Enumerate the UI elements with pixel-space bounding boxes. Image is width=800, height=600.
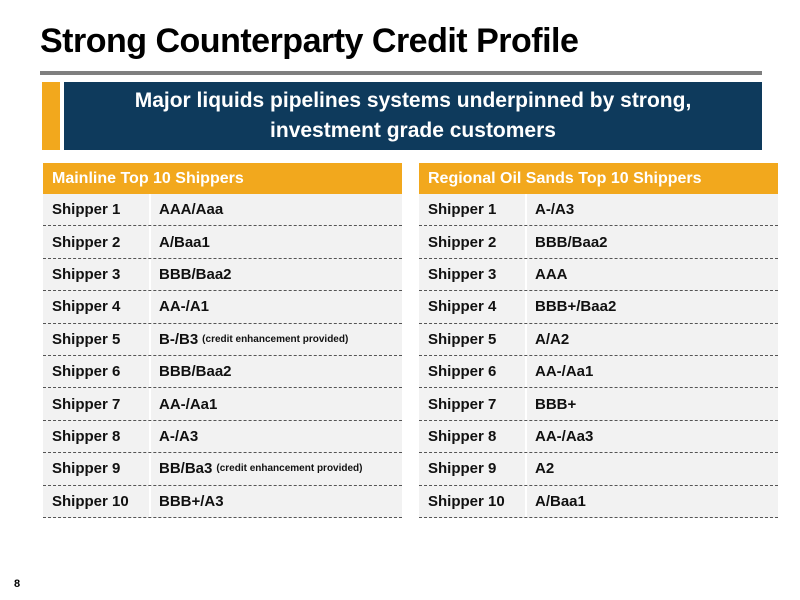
mainline-table-header: Mainline Top 10 Shippers [43,163,402,194]
credit-rating: A/A2 [535,330,570,348]
shipper-name: Shipper 2 [43,226,151,258]
table-row: Shipper 1 A-/A3 [419,194,778,227]
shipper-name: Shipper 8 [419,420,527,453]
table-row: Shipper 10 A/Baa1 [419,485,778,518]
credit-rating: BBB+/Baa2 [535,298,617,316]
credit-rating-cell: BBB+ [527,388,778,419]
shipper-name: Shipper 10 [419,485,527,517]
regional-oil-sands-shippers-table: Regional Oil Sands Top 10 Shippers Shipp… [419,163,778,518]
banner-line-2: investment grade customers [270,119,556,142]
banner-line-1: Major liquids pipelines systems underpin… [134,89,692,112]
credit-rating: B-/B3 [159,330,199,348]
credit-rating: A/Baa1 [535,492,586,510]
table-row: Shipper 6 BBB/Baa2 [43,355,402,389]
shipper-name: Shipper 6 [43,355,151,388]
shipper-name: Shipper 3 [43,258,151,291]
banner-text: Major liquids pipelines systems underpin… [73,86,753,146]
credit-rating: BBB/Baa2 [535,233,608,251]
shipper-name: Shipper 1 [43,194,151,226]
shipper-name: Shipper 6 [419,355,527,388]
table-row: Shipper 7 AA-/Aa1 [43,388,402,421]
shipper-name: Shipper 9 [43,453,151,485]
credit-rating: BB/Ba3 [159,460,213,478]
credit-rating: AA-/A1 [159,298,210,316]
credit-rating-cell: A2 [527,453,778,484]
shipper-name: Shipper 1 [419,194,527,226]
credit-rating: A-/A3 [159,427,199,445]
credit-rating-cell: A-/A3 [151,421,402,452]
credit-rating-cell: B-/B3 (credit enhancement provided) [151,324,402,355]
shipper-name: Shipper 5 [43,323,151,355]
credit-rating: AA-/Aa1 [535,363,594,381]
credit-rating: A/Baa1 [159,233,210,251]
table-row: Shipper 8 A-/A3 [43,420,402,454]
credit-rating: AA-/Aa1 [159,395,218,413]
credit-rating-cell: AA-/A1 [151,291,402,322]
banner-accent-bar [42,82,60,150]
credit-rating-cell: BBB/Baa2 [151,356,402,387]
shipper-name: Shipper 9 [419,453,527,485]
credit-rating: A-/A3 [535,201,575,219]
shipper-name: Shipper 7 [419,388,527,420]
credit-rating: AA-/Aa3 [535,427,594,445]
rating-note: (credit enhancement provided) [202,333,349,345]
shipper-name: Shipper 7 [43,388,151,420]
table-row: Shipper 5 A/A2 [419,323,778,356]
shipper-name: Shipper 2 [419,226,527,258]
credit-rating-cell: A/Baa1 [151,226,402,257]
table-row: Shipper 5 B-/B3 (credit enhancement provid… [43,323,402,356]
shipper-name: Shipper 8 [43,420,151,453]
shipper-name: Shipper 4 [419,291,527,323]
credit-rating: A2 [535,460,555,478]
credit-rating-cell: A/Baa1 [527,486,778,517]
credit-rating: AAA [535,265,568,283]
credit-rating-cell: AAA [527,259,778,290]
credit-rating-cell: BBB/Baa2 [527,226,778,257]
credit-rating-cell: AA-/Aa1 [527,356,778,387]
table-row: Shipper 10 BBB+/A3 [43,485,402,518]
rating-note: (credit enhancement provided) [216,463,363,475]
credit-rating-cell: AAA/Aaa [151,194,402,225]
credit-rating: BBB/Baa2 [159,265,232,283]
credit-rating-cell: A-/A3 [527,194,778,225]
page-number: 8 [14,578,21,590]
table-row: Shipper 1 AAA/Aaa [43,194,402,227]
credit-rating-cell: BBB/Baa2 [151,259,402,290]
table-row: Shipper 8 AA-/Aa3 [419,420,778,454]
summary-banner: Major liquids pipelines systems underpin… [42,82,762,150]
table-row: Shipper 9 BB/Ba3 (credit enhancement provi… [43,453,402,486]
table-row: Shipper 2 BBB/Baa2 [419,226,778,259]
table-row: Shipper 4 AA-/A1 [43,291,402,324]
shipper-name: Shipper 4 [43,291,151,323]
credit-rating-cell: BBB+/A3 [151,486,402,517]
credit-rating-cell: AA-/Aa3 [527,421,778,452]
table-row: Shipper 9 A2 [419,453,778,486]
shipper-name: Shipper 5 [419,323,527,355]
table-row: Shipper 3 AAA [419,258,778,292]
table-row: Shipper 2 A/Baa1 [43,226,402,259]
table-row: Shipper 4 BBB+/Baa2 [419,291,778,324]
credit-rating-cell: AA-/Aa1 [151,388,402,419]
regional-table-header: Regional Oil Sands Top 10 Shippers [419,163,778,194]
mainline-shippers-table: Mainline Top 10 Shippers Shipper 1 AAA/Aa… [43,163,402,518]
shipper-name: Shipper 10 [43,485,151,517]
credit-rating: BBB+/A3 [159,492,224,510]
table-row: Shipper 6 AA-/Aa1 [419,355,778,389]
credit-rating-cell: BB/Ba3 (credit enhancement provided) [151,453,402,484]
credit-rating-cell: A/A2 [527,324,778,355]
table-row: Shipper 7 BBB+ [419,388,778,421]
credit-rating: AAA/Aaa [159,201,224,219]
credit-rating-cell: BBB+/Baa2 [527,291,778,322]
title-divider [40,71,762,75]
credit-rating: BBB/Baa2 [159,363,232,381]
table-row: Shipper 3 BBB/Baa2 [43,258,402,292]
shipper-name: Shipper 3 [419,258,527,291]
page-title: Strong Counterparty Credit Profile [40,22,579,60]
credit-rating: BBB+ [535,395,577,413]
